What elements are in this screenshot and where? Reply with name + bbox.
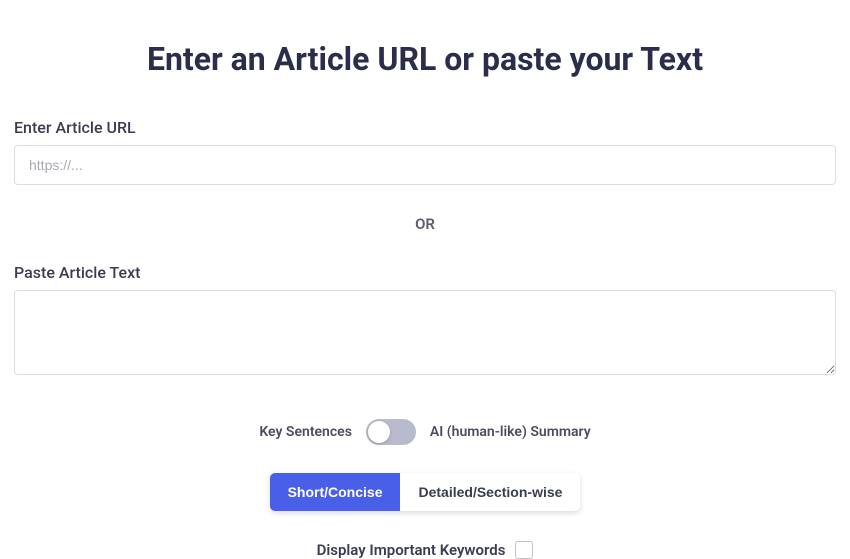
- keywords-checkbox-row: Display Important Keywords: [14, 541, 836, 559]
- article-url-input[interactable]: [14, 145, 836, 185]
- or-divider: OR: [14, 215, 836, 233]
- toggle-left-label: Key Sentences: [259, 424, 352, 440]
- toggle-right-label: AI (human-like) Summary: [430, 424, 591, 440]
- article-text-input[interactable]: [14, 290, 836, 375]
- length-segmented-control: Short/Concise Detailed/Section-wise: [14, 473, 836, 511]
- short-concise-button[interactable]: Short/Concise: [270, 473, 401, 511]
- detailed-section-button[interactable]: Detailed/Section-wise: [400, 473, 580, 511]
- keywords-checkbox-label: Display Important Keywords: [317, 541, 506, 559]
- toggle-knob: [368, 421, 390, 443]
- summary-mode-toggle-row: Key Sentences AI (human-like) Summary: [14, 419, 836, 445]
- keywords-checkbox[interactable]: [515, 541, 533, 559]
- summary-mode-toggle[interactable]: [366, 419, 416, 445]
- text-input-label: Paste Article Text: [14, 263, 836, 282]
- page-title: Enter an Article URL or paste your Text: [14, 40, 836, 78]
- url-input-label: Enter Article URL: [14, 118, 836, 137]
